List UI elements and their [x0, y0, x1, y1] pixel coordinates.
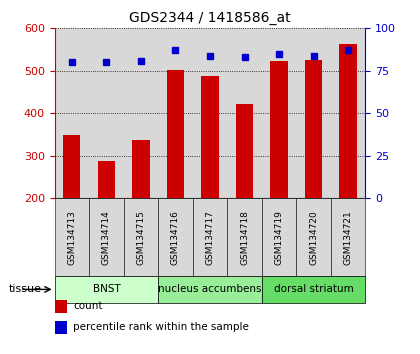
Text: GSM134720: GSM134720 [309, 210, 318, 264]
Text: GSM134716: GSM134716 [171, 210, 180, 265]
FancyBboxPatch shape [158, 198, 193, 276]
FancyBboxPatch shape [297, 198, 331, 276]
FancyBboxPatch shape [193, 198, 227, 276]
FancyBboxPatch shape [227, 198, 262, 276]
Bar [236, 104, 253, 198]
Text: dorsal striatum: dorsal striatum [274, 284, 354, 295]
Text: GSM134719: GSM134719 [275, 210, 284, 265]
Bar [270, 61, 288, 198]
Title: GDS2344 / 1418586_at: GDS2344 / 1418586_at [129, 11, 291, 24]
Text: GSM134715: GSM134715 [136, 210, 145, 265]
Text: nucleus accumbens: nucleus accumbens [158, 284, 262, 295]
Bar [132, 140, 150, 198]
Bar [201, 76, 219, 198]
Bar [305, 60, 322, 198]
FancyBboxPatch shape [262, 276, 365, 303]
Text: percentile rank within the sample: percentile rank within the sample [73, 322, 249, 332]
FancyBboxPatch shape [123, 198, 158, 276]
Text: GSM134717: GSM134717 [205, 210, 215, 265]
FancyBboxPatch shape [331, 198, 365, 276]
Text: GSM134721: GSM134721 [344, 210, 353, 264]
Bar [123, 28, 158, 198]
Text: count: count [73, 301, 103, 311]
Bar [167, 70, 184, 198]
Bar [262, 28, 297, 198]
Bar [339, 44, 357, 198]
FancyBboxPatch shape [262, 198, 297, 276]
Bar [227, 28, 262, 198]
FancyBboxPatch shape [55, 198, 89, 276]
FancyBboxPatch shape [89, 198, 123, 276]
FancyBboxPatch shape [158, 276, 262, 303]
Bar [158, 28, 193, 198]
Text: GSM134714: GSM134714 [102, 210, 111, 264]
Text: BNST: BNST [92, 284, 120, 295]
Text: tissue: tissue [9, 284, 42, 295]
Bar [55, 321, 67, 334]
Bar [98, 161, 115, 198]
FancyBboxPatch shape [55, 276, 158, 303]
Bar [55, 28, 89, 198]
Text: GSM134718: GSM134718 [240, 210, 249, 265]
Bar [55, 300, 67, 313]
Text: GSM134713: GSM134713 [67, 210, 76, 265]
Bar [193, 28, 227, 198]
Bar [331, 28, 365, 198]
Bar [89, 28, 123, 198]
Bar [297, 28, 331, 198]
Bar [63, 135, 81, 198]
